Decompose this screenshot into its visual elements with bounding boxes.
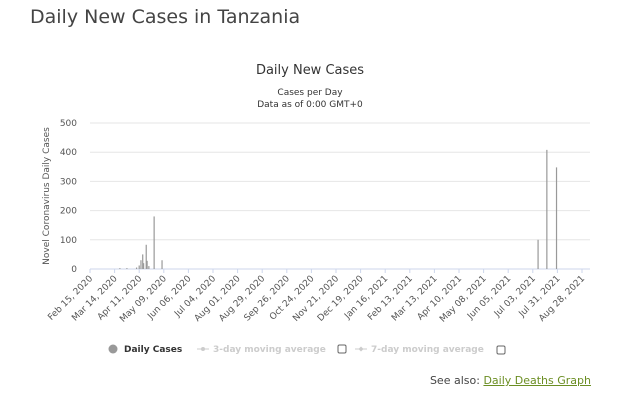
bar	[546, 149, 548, 269]
bar	[145, 244, 147, 269]
chart-subtitle: Data as of 0:00 GMT+0	[257, 100, 363, 110]
bar	[140, 260, 142, 269]
see-also-label: See also:	[429, 374, 480, 387]
bar	[126, 268, 128, 269]
bar	[142, 263, 145, 269]
legend-3day[interactable]: 3-day moving average	[213, 345, 326, 355]
bar	[153, 216, 155, 269]
see-also: See also: Daily Deaths Graph	[430, 374, 591, 387]
checkbox-7day[interactable]	[496, 345, 506, 355]
bar	[119, 268, 121, 269]
legend-7day[interactable]: 7-day moving average	[371, 345, 484, 355]
y-tick-label: 300	[60, 177, 77, 187]
legend-marker-7day	[358, 346, 364, 352]
bar	[537, 239, 539, 269]
page-title: Daily New Cases in Tanzania	[30, 6, 301, 28]
legend-daily-cases[interactable]: Daily Cases	[124, 345, 182, 355]
checkbox-3day[interactable]	[337, 344, 347, 354]
bar	[138, 265, 140, 269]
bar	[148, 266, 150, 269]
chart-subtitle: Cases per Day	[277, 88, 343, 98]
legend-marker-3day	[201, 347, 205, 351]
bar	[555, 167, 558, 269]
daily-deaths-link[interactable]: Daily Deaths Graph	[483, 374, 591, 387]
y-axis-label: Novel Coronavirus Daily Cases	[42, 127, 52, 265]
bar	[135, 267, 138, 269]
bar	[142, 254, 144, 269]
legend-marker-daily-cases	[108, 344, 118, 354]
bar	[161, 260, 163, 269]
y-tick-label: 400	[60, 148, 77, 158]
chart-title: Daily New Cases	[256, 63, 364, 78]
x-tick-label: Aug 28, 2021	[537, 274, 587, 324]
bar	[146, 260, 148, 269]
y-tick-label: 200	[60, 207, 77, 217]
y-tick-label: 0	[71, 265, 77, 275]
y-tick-label: 100	[60, 236, 77, 246]
y-tick-label: 500	[60, 119, 77, 129]
